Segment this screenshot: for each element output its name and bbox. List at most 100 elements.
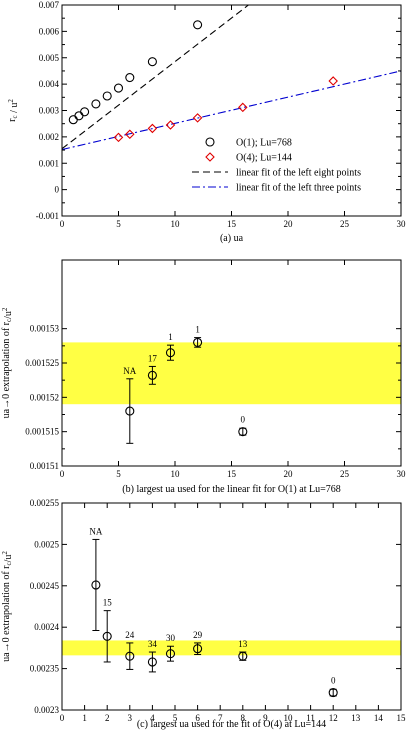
point-annotation: 17 [148, 353, 158, 363]
x-tick-label: 4 [150, 713, 155, 723]
fit-line-three-points [62, 70, 401, 151]
uncertainty-band [62, 640, 401, 656]
panel-c-caption: (c) largest ua used for the fit of O(4) … [137, 719, 326, 730]
panel-a-caption: (a) ua [220, 233, 244, 244]
extrapolation-point [165, 348, 176, 358]
x-tick-label: 3 [128, 713, 133, 723]
x-tick-label: 10 [171, 219, 181, 229]
y-tick-label: 0 [55, 185, 60, 195]
extrapolation-point [238, 427, 248, 437]
point-annotation: 34 [148, 639, 158, 649]
x-tick-label: 25 [340, 219, 350, 229]
y-tick-label: 0.00245 [30, 581, 60, 591]
o4-point [238, 102, 248, 113]
legend-circle-marker [205, 137, 215, 147]
panel-a-ylabel: rc / u2 [7, 99, 20, 122]
y-tick-label: 0.007 [39, 0, 60, 10]
point-annotation: NA [123, 366, 136, 376]
o4-point [113, 132, 124, 143]
point-annotation: 13 [238, 639, 248, 649]
x-tick-label: 10 [171, 469, 181, 479]
x-tick-label: 5 [116, 469, 121, 479]
point-annotation: 29 [193, 630, 203, 640]
extrapolation-point [147, 370, 157, 380]
point-annotation: 30 [166, 633, 176, 643]
y-tick-label: 0.0024 [34, 622, 59, 632]
o1-point [80, 107, 90, 117]
x-tick-label: 11 [306, 713, 315, 723]
y-tick-label: 0.001 [39, 158, 59, 168]
x-tick-label: 9 [263, 713, 268, 723]
extrapolation-point [91, 580, 101, 590]
legend-diamond-marker [205, 152, 215, 162]
x-tick-label: 8 [241, 713, 246, 723]
o1-point [193, 20, 203, 30]
o4-point [192, 113, 203, 123]
x-tick-label: 10 [284, 713, 294, 723]
x-tick-label: 0 [60, 469, 65, 479]
legend-label: O(4); Lu=144 [236, 153, 292, 164]
y-tick-label: 0.0023 [34, 705, 59, 715]
y-tick-label: -0.001 [36, 211, 59, 221]
o4-point [147, 123, 158, 134]
o1-point [68, 115, 78, 125]
x-tick-label: 20 [284, 219, 294, 229]
y-tick-label: 0.004 [39, 79, 60, 89]
x-tick-label: 5 [173, 713, 178, 723]
extrapolation-point [238, 651, 248, 661]
o1-point [91, 99, 101, 109]
x-tick-label: 20 [284, 469, 294, 479]
point-annotation: 1 [195, 325, 200, 335]
panel-b-ylabel: ua→0 extrapolation of rc/u2 [1, 307, 14, 418]
legend-label: linear fit of the left three points [236, 183, 361, 194]
fit-line-eight-points [62, 5, 249, 150]
y-tick-label: 0.0025 [34, 539, 59, 549]
y-tick-label: 0.001525 [25, 358, 59, 368]
x-tick-label: 0 [60, 219, 65, 229]
x-tick-label: 13 [351, 713, 361, 723]
point-annotation: NA [89, 526, 102, 536]
x-tick-label: 12 [329, 713, 338, 723]
y-tick-label: 0.002 [39, 132, 59, 142]
x-tick-label: 6 [195, 713, 200, 723]
extrapolation-point [102, 631, 112, 641]
o1-point [102, 91, 112, 101]
o1-point [113, 83, 124, 93]
x-tick-label: 30 [397, 219, 407, 229]
uncertainty-band [62, 342, 401, 405]
x-tick-label: 5 [116, 219, 121, 229]
extrapolation-point [125, 651, 135, 661]
y-tick-label: 0.00152 [30, 392, 59, 402]
point-annotation: 0 [241, 415, 246, 425]
extrapolation-point [193, 644, 203, 654]
extrapolation-point [165, 649, 176, 659]
x-tick-label: 15 [397, 713, 407, 723]
extrapolation-point [125, 406, 135, 416]
x-tick-label: 15 [227, 219, 237, 229]
extrapolation-point [147, 657, 157, 667]
o1-point [147, 57, 157, 67]
y-tick-label: 0.00153 [30, 324, 60, 334]
point-annotation: 1 [168, 332, 173, 342]
x-tick-label: 1 [82, 713, 87, 723]
panel-c-plot-frame [61, 502, 402, 711]
y-tick-label: 0.006 [39, 26, 60, 36]
x-tick-label: 2 [105, 713, 110, 723]
o4-point [125, 129, 135, 140]
y-tick-label: 0.00151 [30, 461, 59, 471]
y-tick-label: 0.005 [39, 53, 60, 63]
y-tick-label: 0.001515 [25, 427, 59, 437]
extrapolation-point [193, 337, 203, 347]
point-annotation: 24 [125, 630, 135, 640]
y-tick-label: 0.003 [39, 106, 60, 116]
legend-label: O(1); Lu=768 [236, 138, 292, 149]
panel-b-caption: (b) largest ua used for the linear fit f… [122, 484, 340, 495]
panel-a-chart: 0 5 10 15 20 25 30-0.00100.0010.0020.0030.0040… [7, 0, 406, 244]
o4-point [165, 120, 176, 130]
x-tick-label: 0 [60, 713, 65, 723]
y-tick-label: 0.00235 [30, 664, 60, 674]
point-annotation: 15 [103, 598, 113, 608]
point-annotation: 0 [331, 676, 336, 686]
y-tick-label: 0.00255 [30, 498, 60, 508]
